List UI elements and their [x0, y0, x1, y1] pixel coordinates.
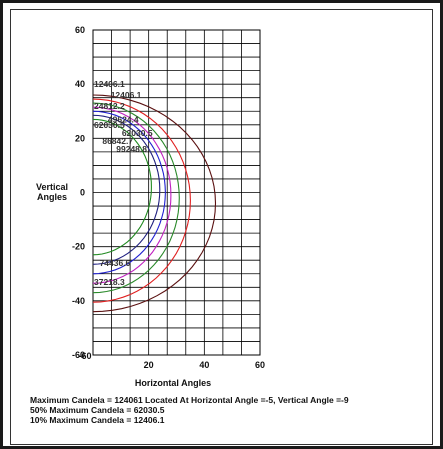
figure-panel [10, 9, 433, 445]
contour-12406.1 [92, 94, 217, 313]
contour-label: 62030.5 [94, 120, 125, 130]
y-tick-label: 60 [75, 25, 85, 35]
tick-labels: 60 40 20 0 -20 -40 -60-60 20 40 60 [72, 25, 265, 370]
contour-label: 12406.1 [111, 90, 142, 100]
y-tick-label: -20 [72, 242, 85, 252]
contour-86842.7 [92, 114, 161, 265]
x-tick-label: 20 [144, 360, 154, 370]
contour-label: 74436.6 [100, 258, 131, 268]
footer-line-10: 10% Maximum Candela = 12406.1 [30, 415, 165, 425]
contour-37218.3 [92, 102, 180, 294]
y-tick-label: 20 [75, 133, 85, 143]
contour-label: 49624.4 [108, 114, 139, 124]
contour-label: 62030.5 [122, 128, 153, 138]
x-tick-label: 60 [255, 360, 265, 370]
y-tick-label: -40 [72, 296, 85, 306]
contour-curves [92, 94, 217, 313]
contour-label: 86842.7 [102, 136, 133, 146]
contour-label: 99248.8 [116, 144, 147, 154]
y-tick-label: 40 [75, 79, 85, 89]
y-axis-label: Vertical Angles [36, 182, 68, 202]
contour-49624.4 [92, 106, 172, 284]
x-tick-label: 40 [199, 360, 209, 370]
contour-label: 12406.1 [94, 79, 125, 89]
chart-footer: Maximum Candela = 124061 Located At Hori… [30, 395, 349, 425]
y-tick-label: -60 [72, 350, 85, 360]
contour-99248.8 [92, 118, 152, 256]
footer-line-max: Maximum Candela = 124061 Located At Hori… [30, 395, 349, 405]
contour-24812.2 [92, 98, 191, 303]
contour-label: 24812.2 [94, 101, 125, 111]
contour-labels: 12406.112406.124812.249624.462030.562030… [94, 79, 153, 287]
x-axis-label: Horizontal Angles [135, 378, 211, 388]
chart-grid [92, 29, 261, 356]
x-tick-label: -60 [78, 351, 91, 361]
contour-62030.5 [92, 110, 166, 275]
y-tick-label: 0 [80, 188, 85, 198]
contour-label: 37218.3 [94, 277, 125, 287]
footer-line-50: 50% Maximum Candela = 62030.5 [30, 405, 165, 415]
